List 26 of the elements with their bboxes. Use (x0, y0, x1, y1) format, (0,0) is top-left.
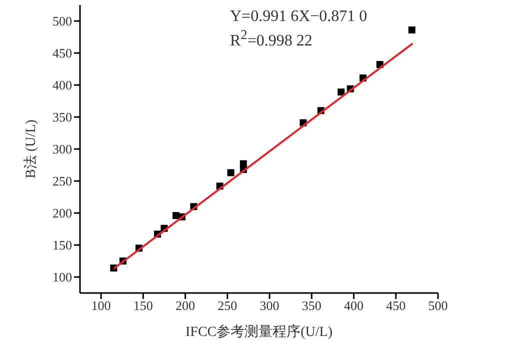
annotation: Y=0.991 6X−0.871 0 (230, 8, 368, 26)
y-tick-label: 350 (52, 110, 72, 125)
y-tick-label: 250 (52, 174, 72, 189)
point (227, 169, 234, 176)
y-tick-label: 450 (52, 46, 72, 61)
annotation: R$^{2}$=0.998 22 (230, 27, 312, 50)
x-tick-label: 200 (176, 298, 196, 314)
x-tick-label: 500 (428, 298, 448, 314)
y-tick-label: 200 (52, 206, 72, 221)
y-tick-label: 300 (52, 142, 72, 157)
y-axis-title: B法 (U/L) (22, 119, 39, 178)
x-tick-label: 150 (133, 298, 153, 314)
point (408, 26, 416, 34)
x-tick-label: 350 (302, 298, 322, 314)
point (240, 160, 247, 168)
x-axis-title: IFCC参考测量程序(U/L) (186, 324, 333, 340)
x-tick-label: 400 (344, 298, 364, 314)
point (338, 88, 345, 96)
x-tick-label: 450 (386, 298, 406, 314)
y-tick-label: 150 (52, 238, 72, 253)
x-tick-label: 250 (218, 298, 238, 314)
y-tick-label: 500 (52, 14, 72, 29)
x-tick-label: 300 (260, 298, 280, 314)
y-tick-label: 100 (52, 270, 72, 285)
y-tick-label: 400 (52, 78, 72, 93)
x-tick-label: 100 (91, 298, 111, 314)
